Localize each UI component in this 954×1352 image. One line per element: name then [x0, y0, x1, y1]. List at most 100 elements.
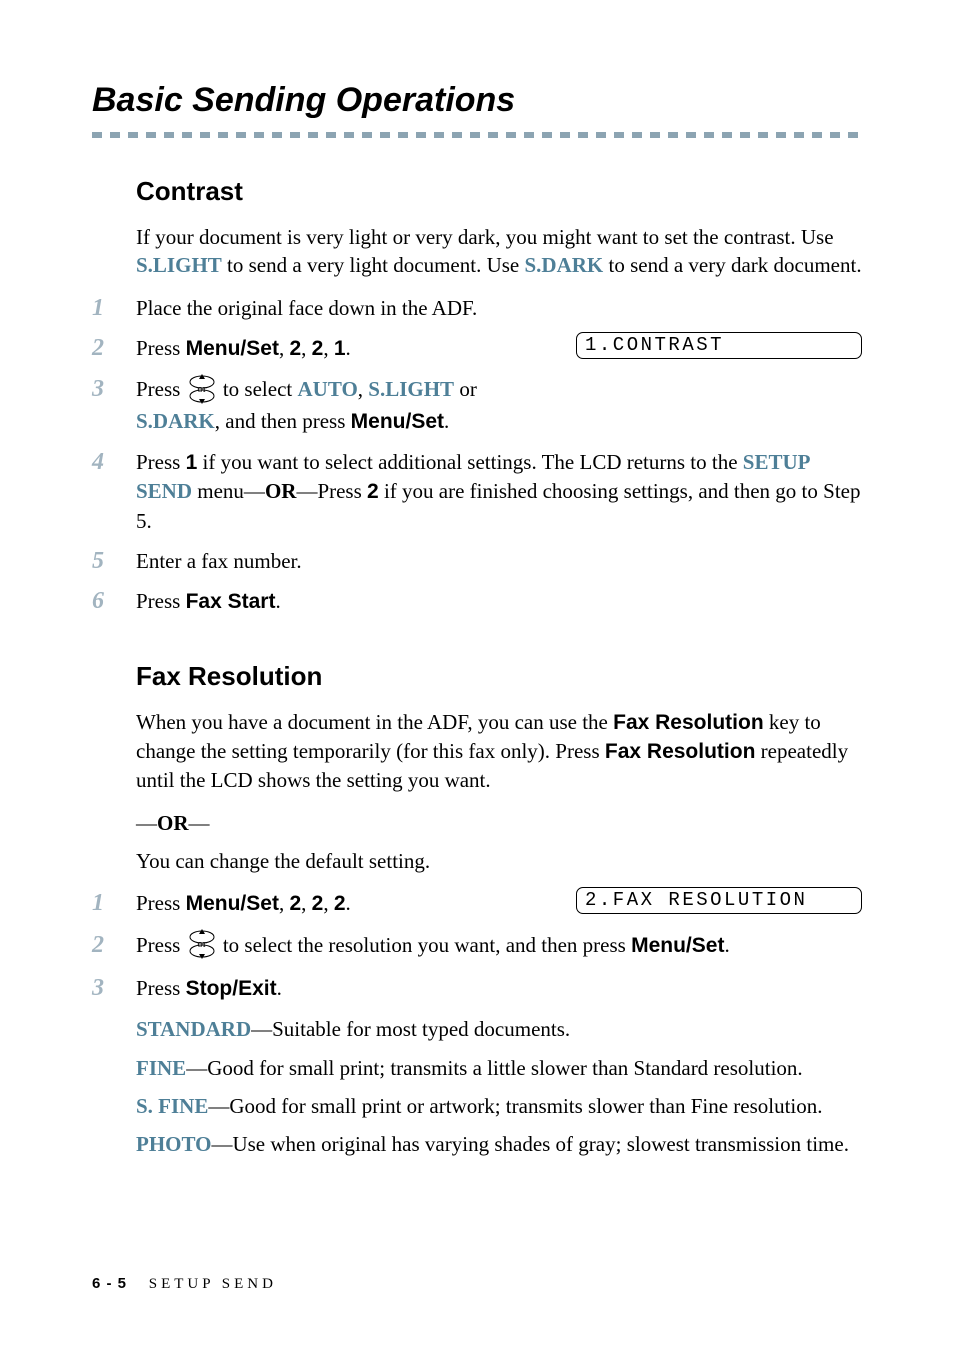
text: ,: [301, 336, 312, 360]
list-item: 3 Press or to select AUTO, S.LIGHT or S.…: [92, 375, 862, 436]
key-2: 2: [367, 480, 379, 503]
key-2: 2: [312, 337, 324, 360]
list-item: 6 Press Fax Start.: [92, 587, 862, 616]
slight-label: S.LIGHT: [368, 377, 454, 401]
list-item: 4 Press 1 if you want to select addition…: [92, 448, 862, 535]
change-default-text: You can change the default setting.: [136, 847, 862, 875]
text: Press: [136, 933, 186, 957]
text: to send a very light document. Use: [222, 253, 525, 277]
text: to send a very dark document.: [603, 253, 861, 277]
menu-set-key: Menu/Set: [186, 337, 279, 360]
sdark-label: S.DARK: [524, 253, 603, 277]
title-underline: [92, 132, 862, 138]
step-number: 2: [92, 332, 104, 364]
fax-start-key: Fax Start: [186, 590, 276, 613]
text: Press: [136, 891, 186, 915]
step-number: 1: [92, 292, 104, 324]
contrast-intro: If your document is very light or very d…: [136, 223, 862, 280]
list-item: 2 Press Menu/Set, 2, 2, 1. 1.CONTRAST: [92, 334, 862, 363]
menu-set-key: Menu/Set: [631, 934, 724, 957]
list-item: 5 Enter a fax number.: [92, 547, 862, 575]
text: Press: [136, 336, 186, 360]
step-number: 6: [92, 585, 104, 617]
key-2: 2: [334, 892, 346, 915]
key-2: 2: [289, 892, 301, 915]
svg-text:or: or: [197, 383, 207, 395]
text: Press: [136, 377, 186, 401]
text: If your document is very light or very d…: [136, 225, 834, 249]
text: ,: [323, 336, 334, 360]
text: ,: [323, 891, 334, 915]
up-down-or-icon: or: [188, 377, 216, 407]
key-1: 1: [334, 337, 346, 360]
slight-label: S.LIGHT: [136, 253, 222, 277]
sdark-label: S.DARK: [136, 409, 215, 433]
step-number: 5: [92, 545, 104, 577]
text: —: [136, 811, 157, 835]
text: —Good for small print or artwork; transm…: [208, 1094, 822, 1118]
text: —Suitable for most typed documents.: [251, 1017, 570, 1041]
text: —: [189, 811, 210, 835]
list-item: 1 Press Menu/Set, 2, 2, 2. 2.FAX RESOLUT…: [92, 889, 862, 918]
text: .: [444, 409, 449, 433]
fax-resolution-heading: Fax Resolution: [136, 659, 862, 694]
stop-exit-key: Stop/Exit: [186, 977, 277, 1000]
up-down-or-icon: or: [188, 932, 216, 962]
text: , and then press: [215, 409, 351, 433]
text: .: [724, 933, 729, 957]
list-item: 1 Place the original face down in the AD…: [92, 294, 862, 322]
sfine-desc: S. FINE—Good for small print or artwork;…: [136, 1092, 862, 1120]
fax-resolution-key: Fax Resolution: [613, 711, 764, 734]
step-number: 3: [92, 972, 104, 1004]
text: When you have a document in the ADF, you…: [136, 710, 613, 734]
text: —Use when original has varying shades of…: [211, 1132, 848, 1156]
contrast-steps: 1 Place the original face down in the AD…: [92, 294, 862, 617]
text: if you want to select additional setting…: [197, 450, 743, 474]
step-number: 1: [92, 887, 104, 919]
or-label: OR: [265, 479, 297, 503]
step-text: Enter a fax number.: [136, 549, 302, 573]
text: ,: [358, 377, 369, 401]
standard-label: STANDARD: [136, 1017, 251, 1041]
key-2: 2: [289, 337, 301, 360]
key-2: 2: [312, 892, 324, 915]
list-item: 3 Press Stop/Exit.: [92, 974, 862, 1003]
text: —Good for small print; transmits a littl…: [186, 1056, 803, 1080]
or-label: OR: [157, 811, 189, 835]
svg-text:or: or: [197, 938, 207, 950]
text: Press: [136, 589, 186, 613]
chapter-name: SETUP SEND: [149, 1276, 277, 1292]
fine-desc: FINE—Good for small print; transmits a l…: [136, 1054, 862, 1082]
photo-label: PHOTO: [136, 1132, 211, 1156]
page-title: Basic Sending Operations: [92, 78, 862, 124]
text: to select: [218, 377, 298, 401]
photo-desc: PHOTO—Use when original has varying shad…: [136, 1130, 862, 1158]
lcd-display: 1.CONTRAST: [576, 332, 862, 359]
step-text: Place the original face down in the ADF.: [136, 296, 477, 320]
step-number: 4: [92, 446, 104, 478]
menu-set-key: Menu/Set: [351, 410, 444, 433]
text: to select the resolution you want, and t…: [218, 933, 632, 957]
step-number: 2: [92, 929, 104, 961]
text: Press: [136, 976, 186, 1000]
text: —Press: [296, 479, 367, 503]
text: or: [454, 377, 477, 401]
text: ,: [301, 891, 312, 915]
text: .: [346, 891, 351, 915]
auto-label: AUTO: [297, 377, 357, 401]
key-1: 1: [186, 451, 198, 474]
text: .: [275, 589, 280, 613]
fax-resolution-intro: When you have a document in the ADF, you…: [136, 708, 862, 795]
lcd-display: 2.FAX RESOLUTION: [576, 887, 862, 914]
fax-resolution-steps: 1 Press Menu/Set, 2, 2, 2. 2.FAX RESOLUT…: [92, 889, 862, 1003]
fine-label: FINE: [136, 1056, 186, 1080]
text: .: [346, 336, 351, 360]
or-separator: —OR—: [136, 809, 862, 837]
standard-desc: STANDARD—Suitable for most typed documen…: [136, 1015, 862, 1043]
text: Press: [136, 450, 186, 474]
text: ,: [279, 336, 290, 360]
text: menu—: [192, 479, 265, 503]
page-number: 6 - 5: [92, 1275, 127, 1292]
fax-resolution-key: Fax Resolution: [605, 740, 756, 763]
step-number: 3: [92, 373, 104, 405]
